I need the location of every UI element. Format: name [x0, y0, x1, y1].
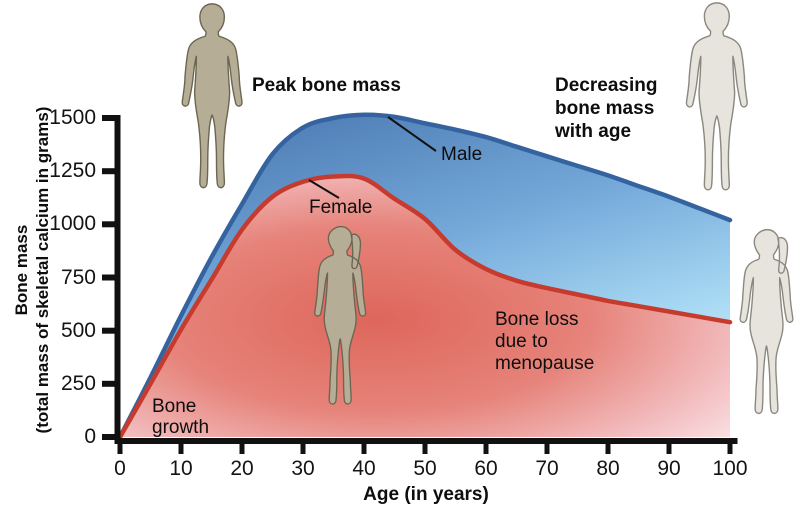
x-tick-label: 100 — [712, 457, 748, 480]
x-tick-mark — [483, 441, 489, 454]
bone-growth-annotation: Bone growth — [152, 396, 210, 438]
peak-bone-mass-annotation: Peak bone mass — [252, 75, 401, 96]
female-pointer-line — [308, 179, 340, 199]
female-series-label: Female — [309, 197, 373, 218]
x-tick-label: 10 — [169, 457, 193, 480]
x-tick-label: 20 — [230, 457, 254, 480]
x-tick-mark — [422, 441, 428, 454]
x-tick-label: 70 — [535, 457, 559, 480]
y-tick-label: 0 — [84, 425, 96, 448]
x-tick-mark — [544, 441, 550, 454]
male-silhouette-young — [181, 3, 243, 189]
y-tick-mark — [102, 434, 116, 440]
x-tick-marks — [117, 441, 733, 454]
y-tick-mark — [102, 380, 116, 387]
x-tick-mark — [300, 441, 306, 454]
x-tick-label: 60 — [474, 457, 498, 480]
y-tick-mark — [102, 327, 116, 334]
male-curve — [117, 112, 733, 440]
female-silhouette-old — [739, 228, 794, 415]
x-tick-mark — [117, 441, 123, 454]
x-tick-mark — [361, 441, 367, 454]
x-tick-label: 0 — [114, 457, 126, 480]
x-tick-mark — [727, 441, 733, 454]
x-tick-label: 50 — [413, 457, 437, 480]
x-tick-mark — [239, 441, 245, 454]
y-tick-mark — [102, 274, 116, 281]
female-curve — [117, 173, 733, 440]
y-tick-mark — [102, 168, 116, 175]
male-silhouette-old — [685, 2, 748, 191]
y-axis-line — [114, 115, 121, 444]
x-tick-label: 80 — [596, 457, 620, 480]
female-area-fill — [120, 175, 730, 437]
y-tick-mark — [102, 115, 116, 121]
y-tick-label: 750 — [60, 265, 96, 289]
x-tick-label: 30 — [291, 457, 315, 480]
x-tick-label: 90 — [657, 457, 681, 480]
female-silhouette-young — [314, 225, 367, 405]
decreasing-bone-mass-annotation: Decreasing bone mass with age — [555, 75, 658, 142]
male-series-label: Male — [441, 144, 483, 165]
x-tick-label: 40 — [352, 457, 376, 480]
y-tick-label: 250 — [60, 371, 96, 395]
y-tick-label: 1000 — [49, 212, 96, 236]
x-axis-title: Age (in years) — [363, 484, 489, 505]
y-tick-label: 1500 — [49, 106, 96, 129]
x-tick-mark — [605, 441, 611, 454]
x-axis-line — [114, 438, 738, 444]
x-tick-mark — [178, 441, 184, 454]
x-tick-mark — [666, 441, 672, 454]
y-tick-marks — [102, 115, 116, 440]
male-pointer-line — [387, 116, 437, 152]
y-tick-mark — [102, 221, 116, 228]
bone-loss-menopause-annotation: Bone loss due to menopause — [495, 309, 595, 374]
y-tick-label: 500 — [60, 318, 96, 342]
y-tick-label: 1250 — [49, 159, 96, 183]
